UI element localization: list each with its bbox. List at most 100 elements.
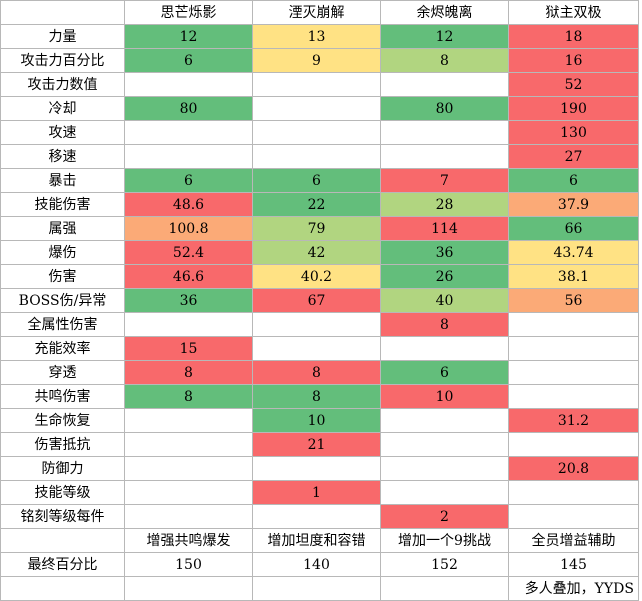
value-cell <box>380 336 509 361</box>
table-row: 移速 27 <box>0 144 639 169</box>
value-cell <box>380 144 509 169</box>
value-cell: 42 <box>252 240 381 265</box>
value-cell <box>380 120 509 145</box>
value-cell: 46.6 <box>124 264 253 289</box>
table-row: 力量 12 13 12 18 <box>0 24 639 49</box>
table-row: 攻击力数值 52 <box>0 72 639 97</box>
empty-cell <box>0 576 125 601</box>
value-cell: 40.2 <box>252 264 381 289</box>
row-label: 力量 <box>0 24 125 49</box>
value-cell: 79 <box>252 216 381 241</box>
value-cell <box>124 456 253 481</box>
value-cell: 22 <box>252 192 381 217</box>
corner-cell <box>0 0 125 25</box>
value-cell: 9 <box>252 48 381 73</box>
value-cell: 80 <box>124 96 253 121</box>
value-cell: 12 <box>380 24 509 49</box>
value-cell <box>508 312 639 337</box>
value-cell: 114 <box>380 216 509 241</box>
row-label: 共鸣伤害 <box>0 384 125 409</box>
row-label: 暴击 <box>0 168 125 193</box>
row-label: 爆伤 <box>0 240 125 265</box>
row-label: 穿透 <box>0 360 125 385</box>
value-cell: 6 <box>508 168 639 193</box>
value-cell: 40 <box>380 288 509 313</box>
table-row: 攻速 130 <box>0 120 639 145</box>
footnote: 多人叠加，YYDS <box>508 576 639 601</box>
table-row: 冷却 80 80 190 <box>0 96 639 121</box>
empty-cell <box>252 576 381 601</box>
table-row: BOSS伤/异常 36 67 40 56 <box>0 288 639 313</box>
table-row: 穿透 8 8 6 <box>0 360 639 385</box>
value-cell: 6 <box>124 48 253 73</box>
row-label: 攻速 <box>0 120 125 145</box>
value-cell: 26 <box>380 264 509 289</box>
value-cell: 8 <box>380 312 509 337</box>
value-cell: 1 <box>252 480 381 505</box>
value-cell <box>124 72 253 97</box>
table-row: 攻击力百分比 6 9 8 16 <box>0 48 639 73</box>
table-row: 暴击 6 6 7 6 <box>0 168 639 193</box>
value-cell: 15 <box>124 336 253 361</box>
table-row: 技能伤害 48.6 22 28 37.9 <box>0 192 639 217</box>
table-row: 伤害抵抗 21 <box>0 432 639 457</box>
value-cell: 8 <box>380 48 509 73</box>
final-value: 152 <box>380 552 509 577</box>
notes-row: 增强共鸣爆发 增加坦度和容错 增加一个9挑战 全员增益辅助 <box>0 528 639 553</box>
table-row: 属强 100.8 79 114 66 <box>0 216 639 241</box>
value-cell: 21 <box>252 432 381 457</box>
final-row: 最终百分比 150 140 152 145 <box>0 552 639 577</box>
final-value: 150 <box>124 552 253 577</box>
value-cell: 16 <box>508 48 639 73</box>
row-label: 全属性伤害 <box>0 312 125 337</box>
value-cell <box>252 504 381 529</box>
value-cell: 6 <box>380 360 509 385</box>
row-label: 冷却 <box>0 96 125 121</box>
row-label: 伤害抵抗 <box>0 432 125 457</box>
value-cell <box>252 336 381 361</box>
value-cell <box>252 96 381 121</box>
row-label: 防御力 <box>0 456 125 481</box>
value-cell <box>124 312 253 337</box>
value-cell <box>124 480 253 505</box>
value-cell <box>252 72 381 97</box>
row-label: 攻击力数值 <box>0 72 125 97</box>
value-cell <box>252 312 381 337</box>
value-cell: 8 <box>124 384 253 409</box>
value-cell: 52 <box>508 72 639 97</box>
value-cell: 10 <box>380 384 509 409</box>
value-cell <box>508 504 639 529</box>
value-cell: 100.8 <box>124 216 253 241</box>
final-value: 140 <box>252 552 381 577</box>
row-label: BOSS伤/异常 <box>0 288 125 313</box>
value-cell <box>508 336 639 361</box>
value-cell: 8 <box>124 360 253 385</box>
value-cell: 67 <box>252 288 381 313</box>
final-label: 最终百分比 <box>0 552 125 577</box>
empty-cell <box>124 576 253 601</box>
value-cell: 36 <box>124 288 253 313</box>
value-cell: 7 <box>380 168 509 193</box>
value-cell: 56 <box>508 288 639 313</box>
column-header: 狱主双极 <box>508 0 639 25</box>
value-cell: 66 <box>508 216 639 241</box>
value-cell <box>508 360 639 385</box>
column-header: 湮灭崩解 <box>252 0 381 25</box>
value-cell <box>508 384 639 409</box>
header-row: 思芒烁影 湮灭崩解 余烬魄离 狱主双极 <box>0 0 639 25</box>
value-cell: 10 <box>252 408 381 433</box>
row-label: 技能等级 <box>0 480 125 505</box>
row-label: 属强 <box>0 216 125 241</box>
value-cell <box>380 456 509 481</box>
table-row: 全属性伤害 8 <box>0 312 639 337</box>
value-cell <box>124 432 253 457</box>
table-row: 生命恢复 10 31.2 <box>0 408 639 433</box>
value-cell: 37.9 <box>508 192 639 217</box>
note-cell: 增强共鸣爆发 <box>124 528 253 553</box>
table-row: 充能效率 15 <box>0 336 639 361</box>
row-label: 攻击力百分比 <box>0 48 125 73</box>
table-row: 铭刻等级每件 2 <box>0 504 639 529</box>
table-row: 防御力 20.8 <box>0 456 639 481</box>
value-cell <box>252 144 381 169</box>
value-cell: 28 <box>380 192 509 217</box>
